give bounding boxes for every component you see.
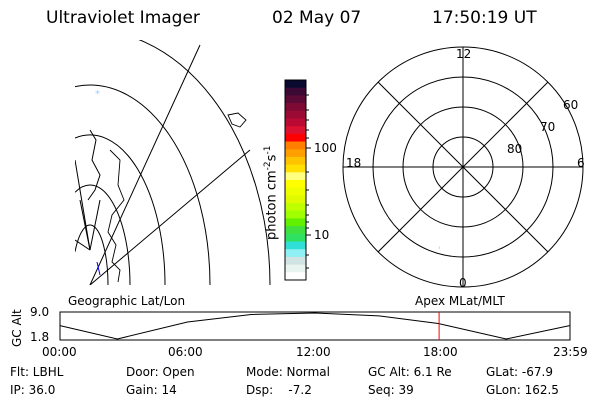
ytick-9: 9.0 bbox=[30, 305, 50, 319]
map-grid-arc bbox=[138, 40, 271, 285]
filter: Flt: LBHL bbox=[10, 365, 64, 379]
svg-text:': ' bbox=[438, 246, 440, 256]
lat-label-80: 80 bbox=[507, 142, 523, 156]
colorbar-band bbox=[285, 249, 306, 258]
colorbar-band bbox=[285, 218, 306, 227]
colorbar-band bbox=[285, 226, 306, 235]
colorbar-band bbox=[285, 118, 306, 127]
colorbar-band bbox=[285, 272, 306, 281]
xtick-1200: 12:00 bbox=[296, 345, 331, 359]
glon: GLon: 162.5 bbox=[486, 383, 559, 397]
date-label: 02 May 07 bbox=[272, 8, 362, 28]
colorbar-band bbox=[285, 133, 306, 143]
colorbar-band bbox=[285, 172, 306, 181]
ip: IP: 36.0 bbox=[10, 383, 56, 397]
lat-label-70: 70 bbox=[540, 120, 556, 134]
colorbar-band bbox=[285, 80, 306, 89]
colorbar-band bbox=[285, 156, 306, 166]
colorbar-tick-10: 10 bbox=[314, 228, 330, 242]
geographic-map: * bbox=[75, 40, 271, 285]
lat-label-60: 60 bbox=[563, 98, 579, 112]
colorbar-band bbox=[285, 241, 306, 250]
polar-label-6: 6 bbox=[577, 156, 585, 170]
colorbar-band bbox=[285, 203, 306, 212]
map-grid-arc bbox=[75, 134, 166, 285]
altitude-ylabel: GC Alt bbox=[10, 309, 24, 347]
colorbar-label: photon cm-2s-1 bbox=[263, 145, 280, 240]
colorbar-band bbox=[285, 233, 306, 243]
coastline bbox=[87, 129, 101, 201]
xtick-1800: 18:00 bbox=[423, 345, 458, 359]
colorbar-band bbox=[285, 210, 306, 219]
altitude-plot bbox=[59, 311, 571, 341]
altitude-line bbox=[59, 312, 570, 340]
map-grid-arc bbox=[75, 184, 131, 285]
colorbar-band bbox=[285, 195, 306, 204]
glat: GLat: -67.9 bbox=[486, 365, 553, 379]
gc-alt: GC Alt: 6.1 Re bbox=[368, 365, 452, 379]
colorbar-band bbox=[285, 187, 306, 196]
polar-label-0: 0 bbox=[459, 276, 467, 290]
colorbar-band bbox=[285, 256, 306, 266]
polar-label-18: 18 bbox=[346, 156, 362, 170]
colorbar-band bbox=[285, 126, 306, 135]
xtick-2359: 23:59 bbox=[553, 345, 588, 359]
polar-label-12: 12 bbox=[456, 47, 472, 61]
colorbar-band bbox=[285, 149, 306, 158]
polar-plot: ' bbox=[342, 46, 584, 288]
xtick-0000: 00:00 bbox=[42, 345, 77, 359]
ytick-1.8: 1.8 bbox=[30, 330, 50, 344]
instrument-title: Ultraviolet Imager bbox=[46, 8, 200, 28]
dsp: Dsp: -7.2 bbox=[246, 383, 312, 397]
colorbar-band bbox=[285, 264, 306, 273]
map-label: Geographic Lat/Lon bbox=[68, 294, 186, 308]
colorbar bbox=[285, 80, 306, 281]
colorbar-band bbox=[285, 164, 306, 173]
polar-label: Apex MLat/MLT bbox=[415, 294, 505, 308]
xtick-0600: 06:00 bbox=[168, 345, 203, 359]
coastline bbox=[227, 112, 247, 128]
colorbar-band bbox=[285, 103, 306, 112]
colorbar-band bbox=[285, 87, 306, 96]
map-grid-arc bbox=[75, 224, 109, 285]
colorbar-band bbox=[285, 141, 306, 150]
svg-text:*: * bbox=[95, 89, 100, 100]
colorbar-band bbox=[285, 95, 306, 104]
map-grid-arc bbox=[75, 84, 211, 285]
coastline bbox=[107, 149, 125, 283]
door: Door: Open bbox=[126, 365, 195, 379]
time-label: 17:50:19 UT bbox=[432, 8, 537, 28]
colorbar-band bbox=[285, 180, 306, 189]
mode: Mode: Normal bbox=[246, 365, 330, 379]
colorbar-tick-100: 100 bbox=[314, 141, 337, 155]
colorbar-band bbox=[285, 110, 306, 119]
seq: Seq: 39 bbox=[368, 383, 414, 397]
gain: Gain: 14 bbox=[126, 383, 177, 397]
